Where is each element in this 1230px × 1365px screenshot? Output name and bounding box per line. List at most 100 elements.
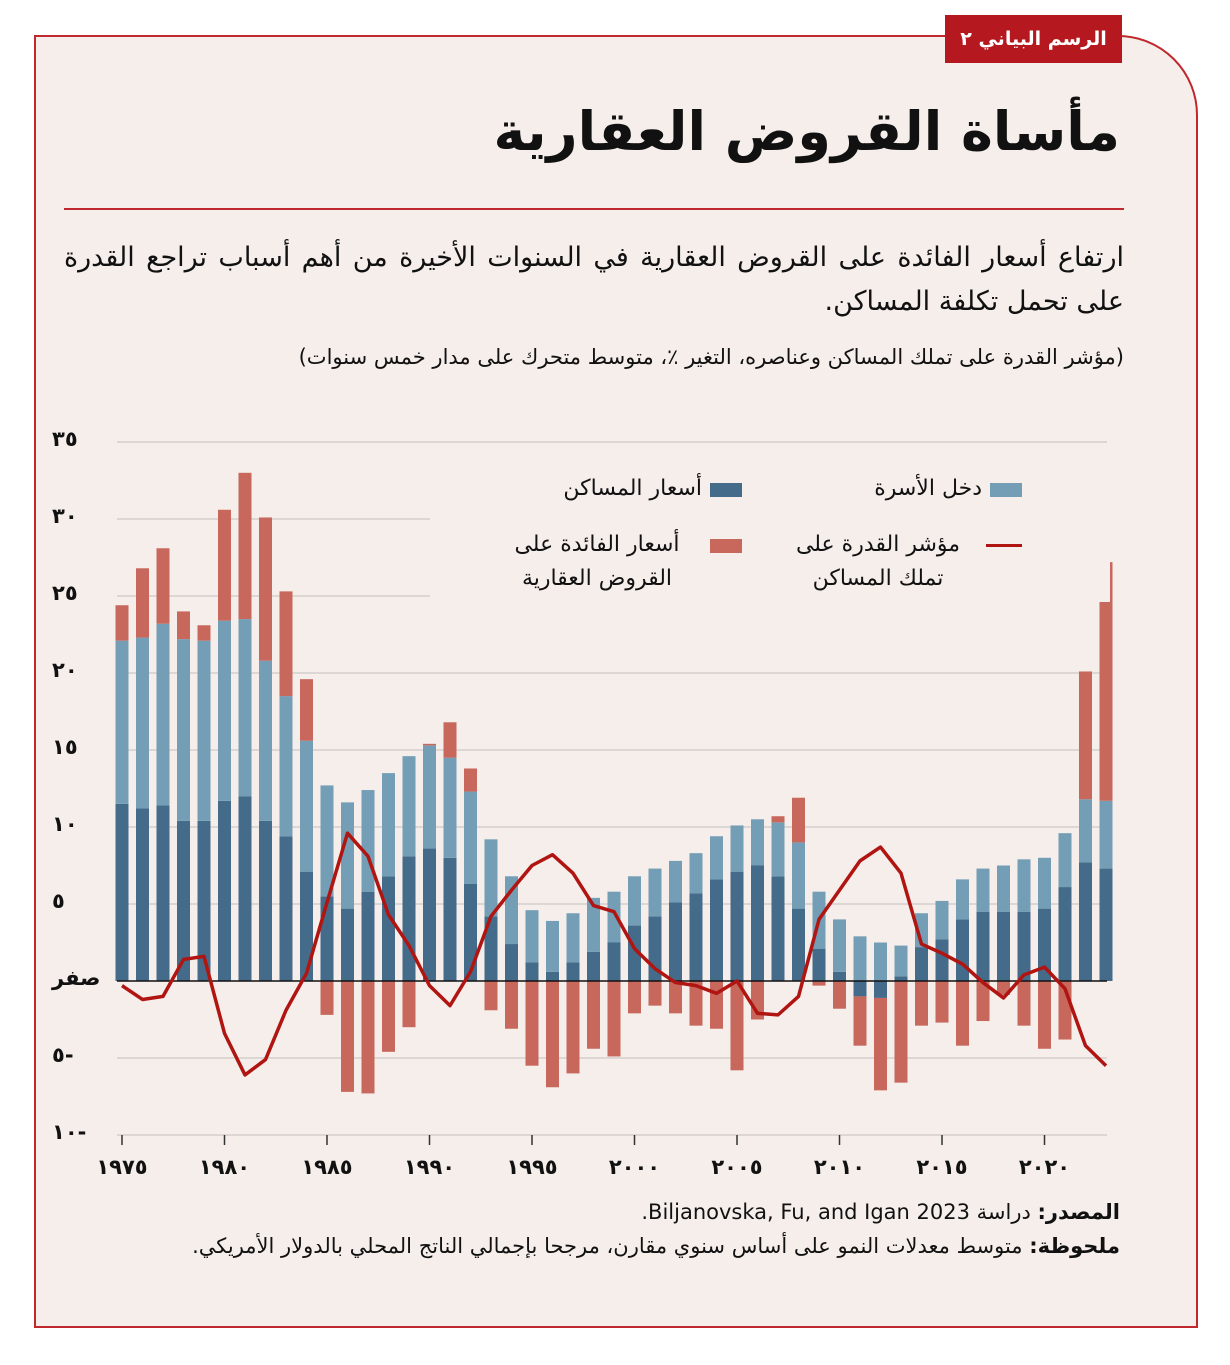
chart-title: مأساة القروض العقارية — [493, 100, 1120, 163]
bar-household-income — [115, 640, 129, 804]
source-label: المصدر: — [1037, 1200, 1120, 1224]
bar-mortgage-rates — [525, 981, 539, 1066]
x-tick-label: ١٩٧٥ — [96, 1155, 148, 1179]
bar-household-income — [300, 740, 313, 872]
bar-house-prices — [853, 981, 867, 997]
bar-house-prices — [730, 871, 744, 981]
legend-affordability-index: مؤشر القدرة على تملك المساكن — [778, 528, 1022, 596]
x-tick-label: ١٩٩٠ — [403, 1155, 456, 1179]
bar-household-income — [669, 860, 682, 903]
bar-mortgage-rates — [997, 981, 1010, 995]
bar-house-prices — [341, 908, 354, 981]
legend-mortgage-rates: أسعار الفائدة على القروض العقارية — [492, 528, 742, 596]
bar-mortgage-rates — [484, 981, 498, 1011]
note-label: ملحوظة: — [1029, 1234, 1120, 1258]
bar-household-income — [1058, 833, 1072, 888]
bar-mortgage-rates — [833, 981, 846, 1009]
bar-house-prices — [443, 857, 457, 981]
bar-mortgage-rates — [546, 981, 559, 1088]
bar-household-income — [259, 660, 272, 821]
bar-mortgage-rates — [320, 981, 334, 1015]
bar-household-income — [361, 790, 375, 892]
unit-note: (مؤشر القدرة على تملك المساكن وعناصره، ا… — [298, 345, 1124, 369]
bar-household-income — [464, 791, 477, 884]
bar-mortgage-rates — [218, 509, 231, 621]
x-tick-label: ٢٠١٥ — [916, 1155, 968, 1179]
legend-household-income: دخل الأسرة — [874, 472, 1022, 506]
bar-mortgage-rates — [669, 981, 682, 1014]
bar-mortgage-rates — [156, 548, 170, 624]
bar-household-income — [853, 936, 867, 981]
bar-household-income — [710, 836, 723, 880]
bar-household-income — [874, 942, 887, 981]
bar-household-income — [136, 637, 149, 809]
bar-mortgage-rates — [505, 981, 518, 1029]
bar-mortgage-rates — [915, 981, 928, 1026]
y-tick-label: ٥ — [52, 889, 65, 913]
bar-household-income — [976, 868, 990, 912]
bar-house-prices — [505, 944, 518, 981]
bar-house-prices — [300, 871, 313, 981]
bar-mortgage-rates — [238, 472, 252, 620]
note-line: ملحوظة: متوسط معدلات النمو على أساس سنوي… — [44, 1229, 1120, 1263]
bar-household-income — [423, 745, 436, 849]
bar-house-prices — [874, 981, 887, 998]
title-divider — [64, 208, 1124, 210]
bar-house-prices — [1058, 887, 1072, 981]
bar-mortgage-rates — [976, 981, 990, 1022]
x-tick-label: ٢٠٠٠ — [608, 1155, 661, 1179]
bar-house-prices — [976, 911, 990, 981]
bar-household-income — [279, 696, 293, 837]
bar-mortgage-rates — [1017, 981, 1031, 1026]
y-tick-label: ١٥ — [52, 735, 78, 759]
legend-swatch-mortgage-rates — [710, 539, 742, 553]
bar-house-prices — [771, 876, 785, 981]
legend-swatch-household-income — [990, 483, 1022, 497]
y-tick-label: ١٠- — [52, 1120, 87, 1144]
legend-line-affordability — [986, 544, 1022, 547]
x-tick-label: ١٩٩٥ — [506, 1155, 558, 1179]
bar-household-income — [587, 897, 600, 952]
bar-house-prices — [997, 911, 1010, 981]
bar-mortgage-rates — [361, 981, 375, 1094]
bar-mortgage-rates — [136, 568, 149, 638]
y-tick-label: ٢٥ — [52, 581, 78, 605]
bar-mortgage-rates — [279, 591, 293, 697]
bar-house-prices — [833, 971, 846, 981]
bar-mortgage-rates — [935, 981, 949, 1023]
bar-house-prices — [218, 800, 231, 981]
bar-house-prices — [812, 948, 826, 981]
bar-household-income — [382, 773, 395, 877]
bar-mortgage-rates — [402, 981, 416, 1028]
bar-house-prices — [423, 848, 436, 981]
bar-household-income — [771, 822, 785, 877]
source-line: المصدر: دراسة Biljanovska, Fu, and Igan … — [44, 1195, 1120, 1229]
bar-house-prices — [566, 962, 580, 981]
bar-house-prices — [607, 942, 621, 981]
bar-household-income — [1079, 799, 1092, 863]
bar-house-prices — [525, 962, 539, 981]
y-tick-label: ١٠ — [52, 812, 78, 836]
bar-house-prices — [1099, 868, 1113, 981]
bar-household-income — [156, 623, 170, 806]
bar-mortgage-rates — [792, 797, 805, 843]
bar-house-prices — [197, 820, 211, 981]
bar-mortgage-rates — [648, 981, 662, 1006]
bar-house-prices — [115, 803, 129, 981]
bar-mortgage-rates — [874, 997, 887, 1091]
bar-mortgage-rates — [566, 981, 580, 1074]
y-tick-label: ٣٠ — [52, 504, 78, 528]
legend-label: أسعار الفائدة على القروض العقارية — [514, 532, 680, 591]
bar-house-prices — [1038, 908, 1051, 981]
bar-mortgage-rates — [628, 981, 641, 1014]
x-tick-label: ٢٠١٠ — [813, 1155, 866, 1179]
bar-mortgage-rates — [689, 981, 703, 1026]
bar-house-prices — [915, 947, 928, 981]
bar-household-income — [238, 619, 252, 797]
bar-household-income — [833, 919, 846, 972]
bar-mortgage-rates — [894, 981, 908, 1083]
bar-house-prices — [710, 879, 723, 981]
bar-house-prices — [484, 916, 498, 981]
bar-household-income — [935, 900, 949, 940]
chart-subtitle: ارتفاع أسعار الفائدة على القروض العقارية… — [64, 242, 1124, 317]
